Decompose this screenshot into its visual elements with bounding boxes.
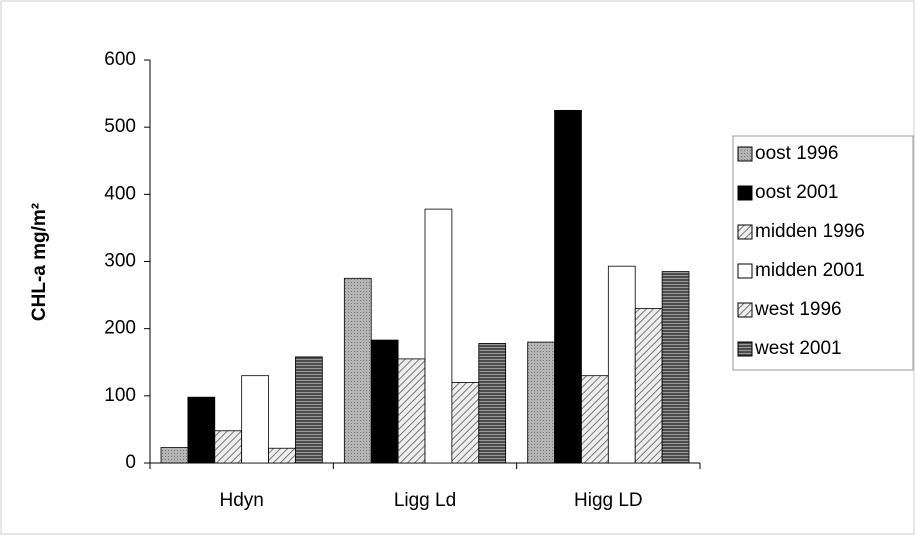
bar (554, 109, 582, 464)
x-tick-label: Hdyn (219, 490, 263, 511)
bar (343, 277, 372, 464)
legend-swatch (737, 224, 753, 240)
bar (451, 381, 480, 464)
y-tick-label: 0 (125, 452, 136, 473)
bar (634, 308, 663, 464)
legend-swatch (737, 185, 753, 201)
x-tick-label: Ligg Ld (394, 490, 456, 511)
bar (187, 396, 216, 464)
legend-swatch (737, 302, 753, 318)
legend-label: oost 1996 (755, 143, 838, 164)
bar (241, 375, 269, 464)
y-tick-label: 300 (104, 251, 136, 272)
bar (527, 341, 555, 464)
x-tick-label: Higg LD (574, 490, 643, 511)
bar (160, 447, 189, 464)
bar (268, 447, 296, 464)
legend-swatch (737, 146, 753, 162)
bar (214, 430, 243, 464)
legend-swatch (737, 263, 753, 279)
legend-label: midden 2001 (755, 260, 865, 281)
legend-label: midden 1996 (755, 221, 865, 242)
bar (478, 343, 507, 464)
bar (424, 208, 453, 464)
bar (661, 271, 690, 464)
y-tick-label: 100 (104, 385, 136, 406)
legend-swatch (737, 341, 753, 357)
legend-label: west 2001 (754, 338, 842, 359)
legend (732, 135, 914, 371)
y-tick-label: 500 (104, 116, 136, 137)
bar (607, 265, 636, 464)
legend-label: oost 2001 (755, 182, 838, 203)
bar (370, 339, 399, 464)
bar (581, 375, 609, 464)
bar (397, 358, 426, 464)
bar (295, 356, 323, 464)
legend-label: west 1996 (754, 299, 842, 320)
y-tick-label: 200 (104, 318, 136, 339)
y-axis-label: CHL-a mg/m² (29, 203, 50, 321)
y-tick-label: 600 (104, 49, 136, 70)
y-tick-label: 400 (104, 183, 136, 204)
